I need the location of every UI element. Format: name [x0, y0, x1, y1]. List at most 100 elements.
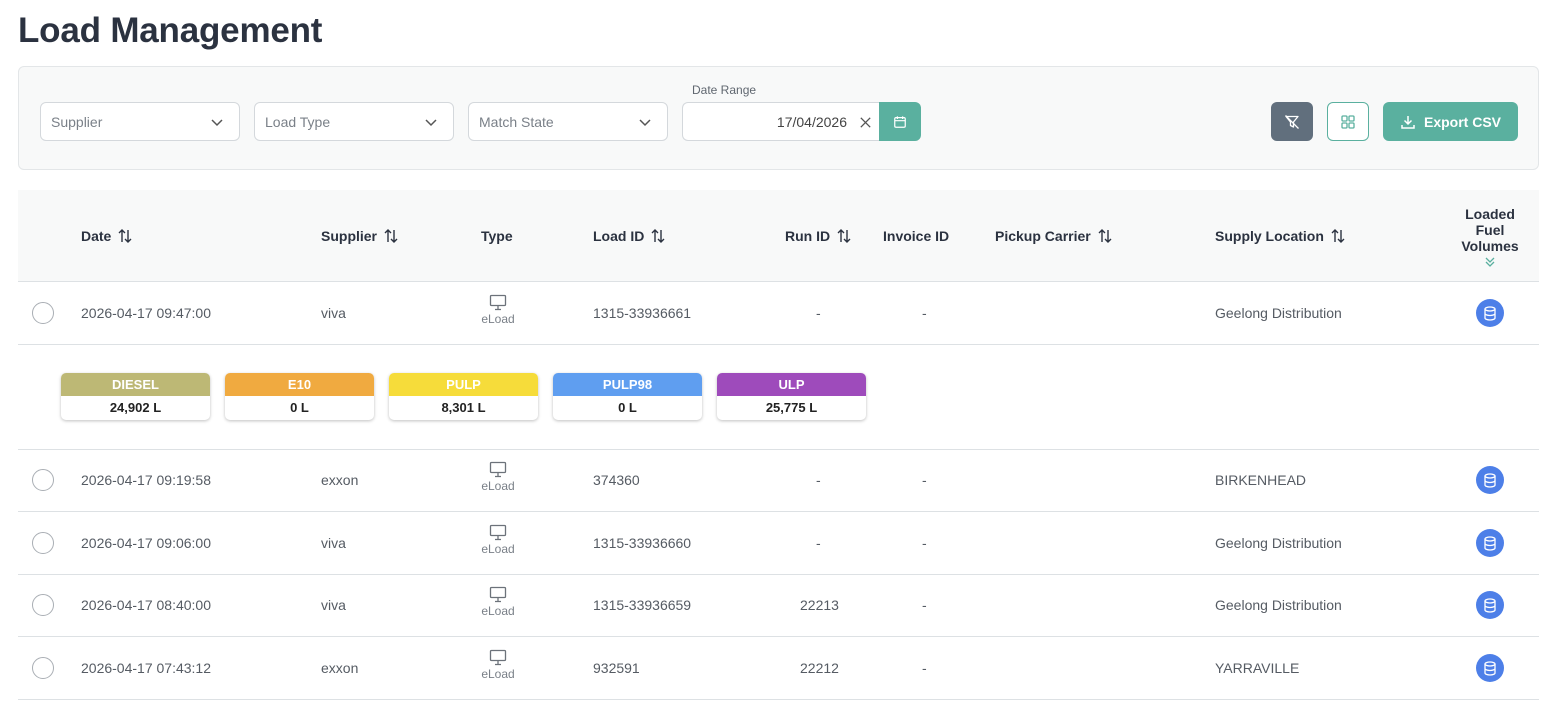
fuel-name: ULP: [717, 373, 866, 396]
cell-type: eLoad: [478, 649, 518, 681]
row-select-radio[interactable]: [32, 469, 54, 491]
sort-icon: [651, 229, 665, 243]
table-row[interactable]: 2026-04-17 08:40:00 viva eLoad 1315-3393…: [18, 575, 1539, 637]
export-csv-button[interactable]: Export CSV: [1383, 102, 1518, 141]
type-label: eLoad: [481, 312, 515, 326]
header-supplier[interactable]: Supplier: [321, 228, 399, 244]
row-select-radio[interactable]: [32, 657, 54, 679]
monitor-icon: [489, 524, 507, 541]
cell-invoice-id: -: [922, 597, 927, 613]
sort-icon: [1098, 229, 1112, 243]
cell-supply-location: YARRAVILLE: [1215, 660, 1300, 676]
cell-load-id: 1315-33936659: [593, 597, 692, 613]
database-icon: [1484, 597, 1496, 613]
fuel-name: PULP: [389, 373, 538, 396]
table-row[interactable]: 2026-04-17 09:06:00 viva eLoad 1315-3393…: [18, 512, 1539, 575]
cell-run-id: 22213: [800, 597, 839, 613]
grid-icon: [1341, 114, 1355, 129]
table-header: Date Supplier Type Load ID Run ID Invoic…: [18, 190, 1539, 282]
sort-icon: [118, 229, 132, 243]
fuel-volumes-button[interactable]: [1476, 591, 1504, 619]
type-label: eLoad: [481, 479, 515, 493]
header-supply-location[interactable]: Supply Location: [1215, 228, 1346, 244]
chevron-down-icon: [425, 119, 437, 127]
cell-type: eLoad: [478, 461, 518, 493]
chevron-down-icon: [211, 119, 223, 127]
cell-type: eLoad: [478, 524, 518, 556]
header-fuel-line1: Loaded: [1465, 206, 1515, 222]
header-loaded-fuel-volumes[interactable]: Loaded Fuel Volumes: [1445, 206, 1535, 268]
cell-supplier: exxon: [321, 660, 359, 676]
fuel-volumes-button[interactable]: [1476, 654, 1504, 682]
sort-icon: [1331, 229, 1345, 243]
header-pickup-carrier[interactable]: Pickup Carrier: [995, 228, 1113, 244]
fuel-value: 0 L: [290, 400, 309, 415]
cell-load-id: 1315-33936660: [593, 535, 692, 551]
type-label: eLoad: [481, 604, 515, 618]
fuel-value: 8,301 L: [441, 400, 486, 415]
fuel-volumes-button[interactable]: [1476, 529, 1504, 557]
match-state-select[interactable]: Match State: [468, 102, 668, 141]
fuel-volumes-button[interactable]: [1476, 299, 1504, 327]
header-pickup-carrier-label: Pickup Carrier: [995, 228, 1091, 244]
cell-invoice-id: -: [922, 472, 927, 488]
filter-off-icon: [1285, 114, 1299, 129]
fuel-volumes-button[interactable]: [1476, 466, 1504, 494]
fuel-card-ulp: ULP 25,775 L: [717, 373, 866, 420]
cell-type: eLoad: [478, 586, 518, 618]
header-load-id[interactable]: Load ID: [593, 228, 666, 244]
header-date[interactable]: Date: [81, 228, 133, 244]
header-run-id-label: Run ID: [785, 228, 831, 244]
cell-supply-location: BIRKENHEAD: [1215, 472, 1307, 488]
row-select-radio[interactable]: [32, 532, 54, 554]
cell-load-id: 1315-33936661: [593, 305, 692, 321]
date-range-value: 17/04/2026: [776, 114, 847, 130]
header-invoice-id-label: Invoice ID: [883, 228, 950, 244]
chevron-down-icon: [639, 119, 651, 127]
page-title: Load Management: [18, 11, 323, 50]
sort-icon: [384, 229, 398, 243]
cell-date: 2026-04-17 09:19:58: [81, 472, 211, 488]
fuel-card-pulp98: PULP98 0 L: [553, 373, 702, 420]
table-row[interactable]: 2026-04-17 07:43:12 exxon eLoad 932591 2…: [18, 637, 1539, 700]
table-row[interactable]: 2026-04-17 09:47:00 viva eLoad 1315-3393…: [18, 282, 1539, 345]
fuel-card-diesel: DIESEL 24,902 L: [61, 373, 210, 420]
cell-run-id: 22212: [800, 660, 839, 676]
type-label: eLoad: [481, 667, 515, 681]
fuel-name: E10: [225, 373, 374, 396]
cell-load-id: 932591: [593, 660, 640, 676]
load-type-select[interactable]: Load Type: [254, 102, 454, 141]
type-label: eLoad: [481, 542, 515, 556]
database-icon: [1484, 660, 1496, 676]
row-select-radio[interactable]: [32, 302, 54, 324]
calendar-icon: [894, 115, 906, 128]
cell-supply-location: Geelong Distribution: [1215, 535, 1342, 551]
cell-supplier: viva: [321, 535, 346, 551]
download-icon: [1401, 115, 1415, 129]
header-date-label: Date: [81, 228, 112, 244]
monitor-icon: [489, 586, 507, 603]
date-range-input[interactable]: 17/04/2026: [682, 102, 879, 141]
cell-run-id: -: [816, 305, 821, 321]
sort-icon: [837, 229, 851, 243]
cell-date: 2026-04-17 07:43:12: [81, 660, 211, 676]
row-select-radio[interactable]: [32, 594, 54, 616]
database-icon: [1484, 535, 1496, 551]
header-load-id-label: Load ID: [593, 228, 645, 244]
header-run-id[interactable]: Run ID: [785, 228, 852, 244]
table-row[interactable]: 2026-04-17 09:19:58 exxon eLoad 374360 -…: [18, 450, 1539, 512]
cell-invoice-id: -: [922, 660, 927, 676]
cell-supplier: exxon: [321, 472, 359, 488]
double-chevron-down-icon[interactable]: [1484, 256, 1496, 268]
clear-filters-button[interactable]: [1271, 102, 1313, 141]
header-type-label: Type: [481, 228, 513, 244]
calendar-button[interactable]: [879, 102, 921, 141]
header-supplier-label: Supplier: [321, 228, 378, 244]
supplier-select[interactable]: Supplier: [40, 102, 240, 141]
monitor-icon: [489, 461, 507, 478]
close-icon[interactable]: [858, 115, 873, 130]
monitor-icon: [489, 649, 507, 666]
grid-view-button[interactable]: [1327, 102, 1369, 141]
header-supply-location-label: Supply Location: [1215, 228, 1324, 244]
fuel-card-e10: E10 0 L: [225, 373, 374, 420]
